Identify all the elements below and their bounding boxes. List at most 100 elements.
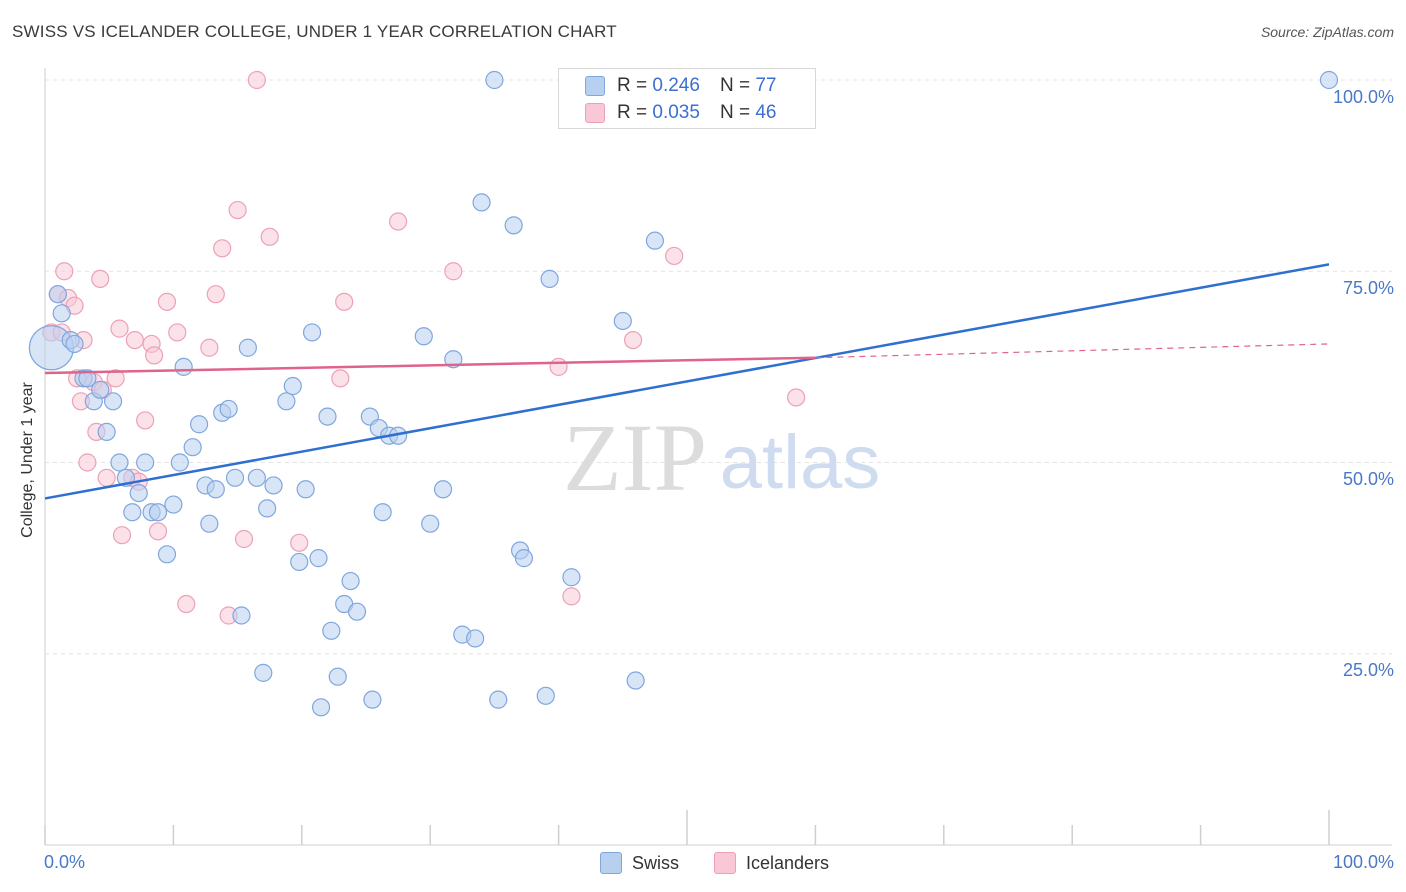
swiss-point [466,629,485,648]
swiss-n-label: N = [719,75,751,96]
icelander-point [335,292,354,311]
icelander-point [177,594,196,614]
y-tick-50: 50.0% [1342,469,1394,489]
swiss-point [91,380,110,399]
swiss-point [247,468,266,487]
icelander-point [213,239,232,258]
icelander-point [110,319,129,338]
icelander-point [112,526,132,545]
swiss-point [170,453,189,472]
swiss-point [52,304,71,323]
icelander-point [444,262,463,281]
icelander-point [562,587,581,606]
swiss-point [254,663,273,682]
icelanders-r-value: 0.035 [652,102,700,123]
icelander-point [260,227,279,246]
swiss-point [562,568,581,587]
icelander-point [106,369,125,388]
icelanders-n-label: N = [719,102,751,123]
icelander-point [623,331,643,350]
swiss-r-value: 0.246 [652,75,700,96]
swiss-point [157,545,177,564]
swiss-point [123,503,142,522]
x-tick-max: 100.0% [1332,852,1394,872]
icelander-point [91,269,110,288]
swiss-point [238,338,257,357]
icelanders-trend-extension [815,343,1330,359]
icelanders-legend-label: Icelanders [746,852,830,873]
icelander-point [787,388,806,407]
axes [44,68,1392,846]
swiss-r-label: R = [617,75,648,96]
swiss-point [645,231,665,250]
swiss-point [341,571,360,591]
y-tick-25: 25.0% [1342,660,1394,680]
icelander-point [157,292,177,311]
icelander-point [168,323,187,342]
icelander-point [247,70,266,90]
swiss-point [363,690,382,709]
gridlines [45,79,1392,655]
swiss-point [78,369,97,388]
swiss-point [200,514,219,533]
swiss-point [290,552,309,572]
swiss-point [129,484,148,503]
legend-row-swiss: R = 0.246 N = 77 [585,73,776,99]
icelanders-points [42,70,806,625]
swiss-point [318,407,337,426]
swiss-point [309,549,328,568]
correlation-legend: R = 0.246 N = 77 R = 0.035 N = 46 [558,68,816,129]
chart-title: SWISS VS ICELANDER COLLEGE, UNDER 1 YEAR… [12,22,617,41]
series-legend: Swiss Icelanders [0,852,1406,878]
swiss-point [164,495,183,514]
swiss-point [373,503,392,522]
legend-row-icelanders: R = 0.035 N = 46 [585,100,776,126]
swiss-n-value: 77 [755,75,777,96]
swiss-point [514,549,534,568]
swiss-point [277,392,296,411]
icelander-point [78,453,97,472]
icelander-point [200,338,219,357]
icelanders-trend-line [44,356,816,375]
trend-lines [44,263,1330,500]
swiss-legend-label: Swiss [632,852,680,873]
swiss-point [148,503,168,522]
icelander-point [55,262,74,281]
swiss-point [311,698,331,717]
series-legend-icelanders[interactable]: Icelanders [714,852,829,874]
watermark-atlas: atlas [720,420,881,505]
icelander-point [145,346,164,365]
swiss-point [536,686,555,705]
watermark-zip: ZIP [563,404,707,511]
icelander-point [234,529,254,549]
icelanders-legend-swatch [714,852,736,874]
icelander-point [136,411,155,430]
swiss-point [489,690,508,709]
swiss-point [433,480,453,499]
icelanders-n-value: 46 [755,102,777,123]
icelander-point [389,212,408,231]
icelander-point [97,468,116,487]
swiss-point [626,671,645,690]
swiss-swatch [585,76,605,96]
swiss-point [264,476,283,495]
icelander-point [549,357,568,376]
series-legend-swiss[interactable]: Swiss [600,852,679,874]
icelander-point [665,246,684,266]
x-tick-min: 0.0% [44,852,86,872]
watermark: ZIP atlas [563,404,880,511]
swiss-point [110,453,129,472]
y-tick-75: 75.0% [1342,278,1394,298]
swiss-point [414,327,433,346]
swiss-point [258,499,277,518]
swiss-point [504,216,523,235]
swiss-point [540,269,559,288]
swiss-point [322,621,341,640]
swiss-point [1319,70,1339,90]
swiss-point [421,514,440,533]
swiss-point [283,376,302,396]
icelander-point [228,200,247,220]
icelanders-r-label: R = [617,102,648,123]
swiss-point [103,392,123,411]
swiss-point [206,480,225,499]
